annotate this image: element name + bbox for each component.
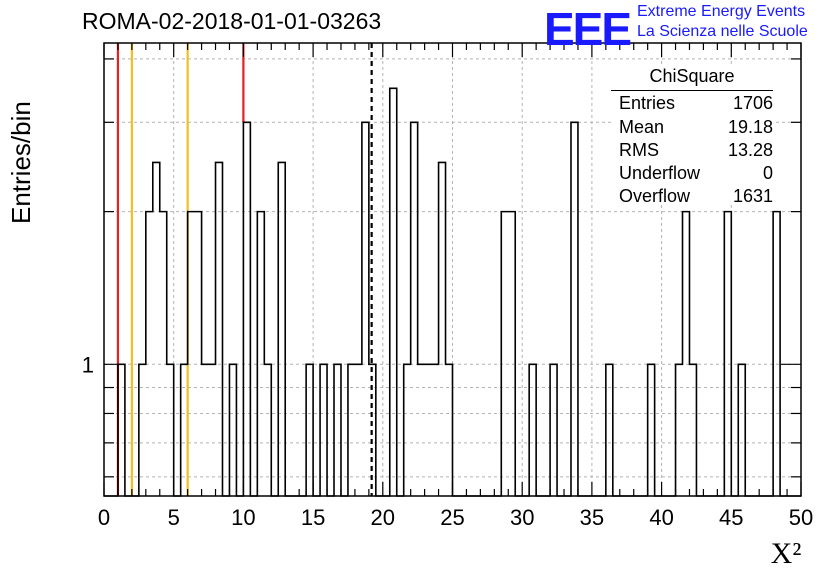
stats-value: 1631 [732, 186, 773, 206]
stats-divider [611, 90, 773, 91]
stats-title: ChiSquare [649, 66, 735, 86]
stats-key: Overflow [619, 186, 691, 206]
x-tick-label: 30 [510, 505, 534, 530]
stats-value: 1706 [732, 93, 773, 113]
x-tick-label: 25 [440, 505, 464, 530]
y-axis-ticks: 1 [82, 58, 801, 478]
x-tick-label: 5 [168, 505, 180, 530]
logo-line-2: La Scienza nelle Scuole [637, 23, 808, 40]
stats-box: ChiSquare Entries 1706 Mean 19.18 RMS 13… [611, 66, 773, 206]
x-tick-label: 10 [231, 505, 255, 530]
x-axis-label: X² [771, 537, 802, 570]
stats-value: 13.28 [727, 140, 773, 160]
x-tick-label: 50 [789, 505, 813, 530]
x-tick-label: 40 [649, 505, 673, 530]
x-axis-ticks: 0 5 10 15 20 25 30 35 40 45 50 [98, 43, 813, 530]
x-tick-label: 0 [98, 505, 110, 530]
stats-key: RMS [619, 140, 659, 160]
x-tick-label: 35 [580, 505, 604, 530]
logo-line-1: Extreme Energy Events [637, 3, 806, 20]
y-tick-label: 1 [82, 352, 94, 377]
eee-logo: EEE [544, 3, 632, 55]
chart-title: ROMA-02-2018-01-01-03263 [82, 8, 382, 34]
x-tick-label: 45 [719, 505, 743, 530]
x-tick-label: 20 [371, 505, 395, 530]
y-axis-label: Entries/bin [6, 101, 36, 224]
x-tick-label: 15 [301, 505, 325, 530]
stats-key: Mean [619, 117, 665, 137]
stats-key: Underflow [619, 163, 701, 183]
stats-value: 0 [762, 163, 773, 183]
stats-key: Entries [619, 93, 676, 113]
stats-value: 19.18 [727, 117, 773, 137]
